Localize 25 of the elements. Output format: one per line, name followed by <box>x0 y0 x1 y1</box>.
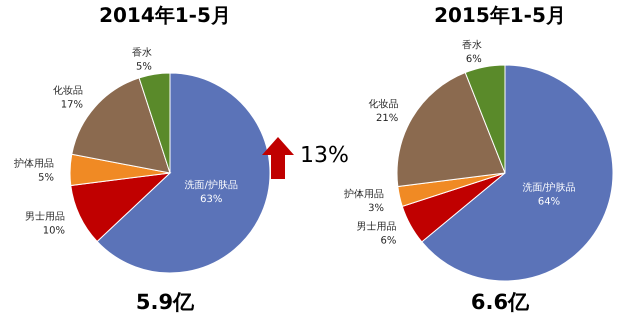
slice-label: 化妆品 <box>368 98 398 110</box>
data-label: 6% <box>380 236 396 247</box>
slice-label: 洗面/护肤品 <box>184 178 238 191</box>
slice-label: 香水 <box>462 39 482 52</box>
text: 6.6亿 <box>470 289 530 316</box>
data-label: 5% <box>136 61 152 72</box>
data-label: 64% <box>538 196 560 208</box>
data-label: 3% <box>368 203 384 214</box>
data-label: 5% <box>38 172 54 184</box>
slice-label: 化妆品 <box>52 84 83 96</box>
text: 13% <box>300 143 349 168</box>
data-label: 17% <box>60 99 83 110</box>
slice-label: 男士用品 <box>25 210 66 222</box>
slice-label: 洗面/护肤品 <box>522 182 576 194</box>
slice-label: 男士用品 <box>356 220 396 233</box>
data-label: 10% <box>42 225 66 236</box>
chart-title: 2014年1-5月 <box>98 2 232 29</box>
data-label: 6% <box>466 54 482 66</box>
data-label: 21% <box>376 112 398 124</box>
chart-title: 2015年1-5月 <box>433 2 567 29</box>
text: 5.9亿 <box>134 289 196 316</box>
data-label: 63% <box>200 194 222 205</box>
slice-label: 香水 <box>132 46 152 58</box>
slice-label: 护体用品 <box>342 188 384 200</box>
slice-label: 护体用品 <box>13 157 54 170</box>
